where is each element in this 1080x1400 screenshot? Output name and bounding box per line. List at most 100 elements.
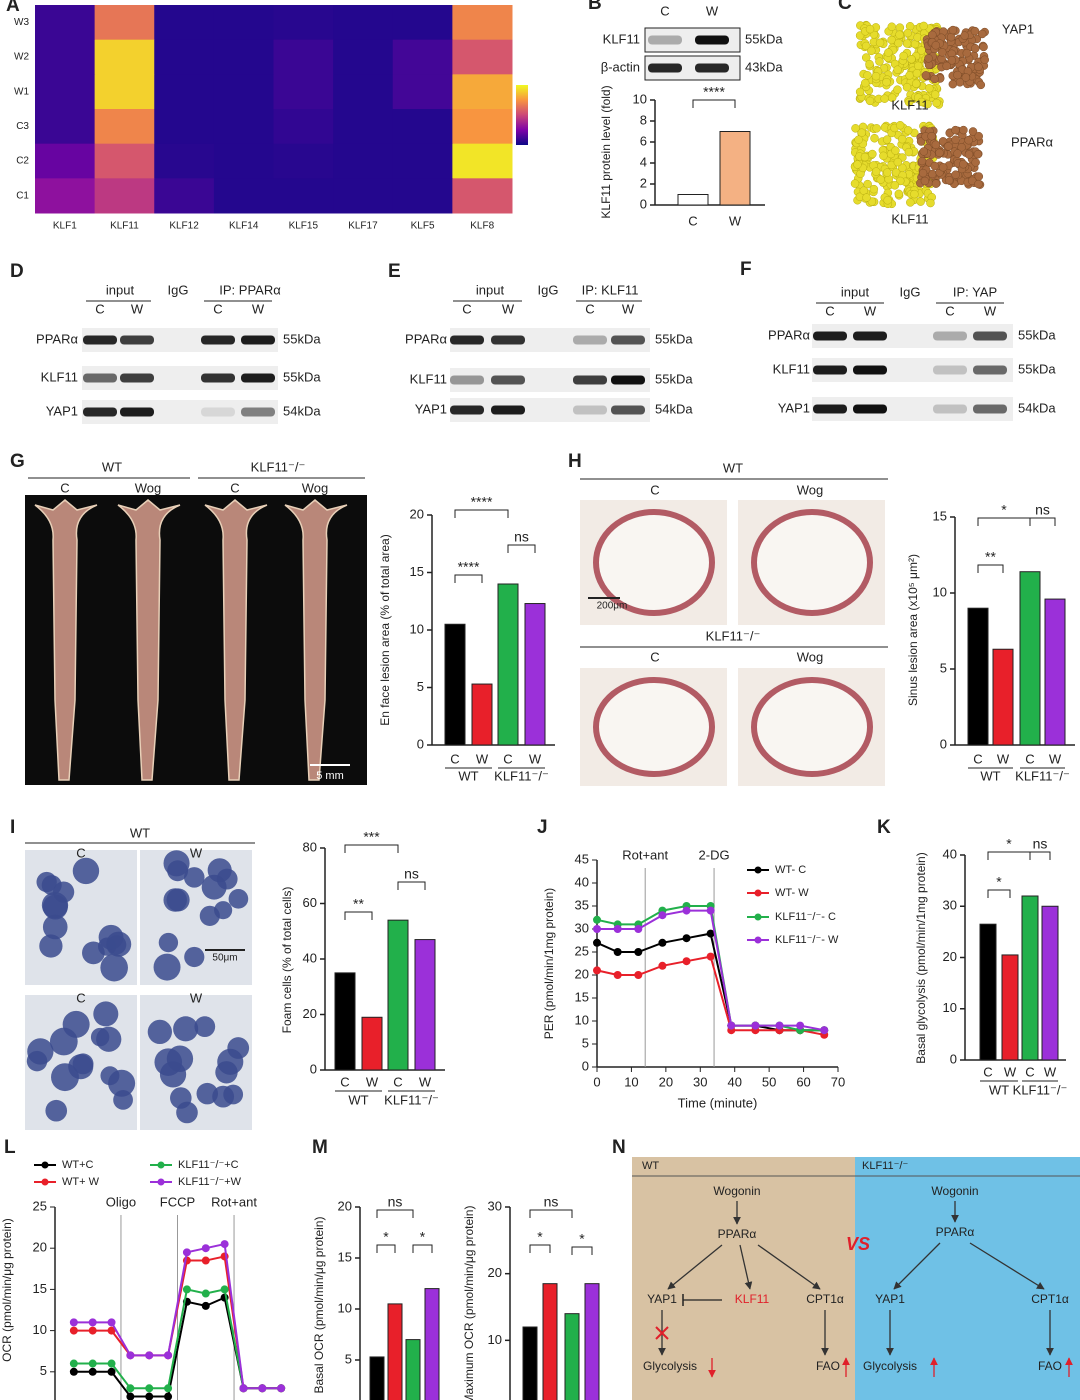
structure-atom <box>911 79 921 88</box>
y-tick-label: 45 <box>575 851 589 866</box>
diagram-node: Wogonin <box>713 1184 760 1198</box>
lane-label: C <box>945 303 954 318</box>
structure-atom <box>895 30 904 40</box>
y-axis-label: Basal OCR (pmol/min/μg protein) <box>312 1217 326 1394</box>
vs-label: VS <box>846 1234 870 1254</box>
series-line <box>597 909 825 1032</box>
heatmap-cell <box>154 109 215 145</box>
aorta <box>34 499 98 781</box>
heatmap-cell <box>35 74 96 110</box>
y-tick-label: 10 <box>410 621 424 636</box>
size-label: 55kDa <box>1018 327 1056 342</box>
y-axis-label: Sinus lesion area (x10⁵ μm²) <box>906 554 920 706</box>
heatmap-cell <box>35 143 96 179</box>
structure-atom <box>938 163 948 172</box>
protein-label: YAP1 <box>46 403 78 418</box>
x-tick-label: C <box>450 751 459 766</box>
legend-marker <box>754 866 762 874</box>
series-marker <box>775 1021 784 1030</box>
structure-atom <box>973 149 983 159</box>
panel-label: A <box>6 0 20 16</box>
cell <box>147 1019 172 1045</box>
blot-band <box>573 335 607 345</box>
image-lane-label: C <box>76 990 85 1005</box>
blot-band <box>83 407 117 417</box>
panel-label: D <box>10 261 24 282</box>
structure-atom <box>960 31 969 40</box>
image-group-label: WT <box>130 825 150 840</box>
size-label: 55kDa <box>745 31 783 46</box>
significance-bracket <box>397 881 426 890</box>
legend-marker <box>754 913 762 921</box>
cell <box>90 1027 110 1047</box>
blot-header: IgG <box>900 284 921 299</box>
structure-atom <box>903 28 913 38</box>
lane-label: C <box>95 301 104 316</box>
image-lane-label: W <box>190 990 203 1005</box>
structure-atom <box>893 157 903 167</box>
lane-label: W <box>502 301 515 316</box>
structure-atom <box>979 42 988 52</box>
significance-label: *** <box>363 829 380 845</box>
diagram-node: FAO <box>1038 1359 1062 1373</box>
series-marker <box>682 906 691 915</box>
series-marker <box>164 1351 173 1360</box>
structure-atom <box>895 23 905 32</box>
significance-bracket <box>376 1244 396 1253</box>
heatmap-cell <box>94 143 155 179</box>
cell <box>52 881 75 903</box>
x-tick-label: C <box>973 751 982 766</box>
y-tick-label: 25 <box>33 1198 47 1213</box>
structure-atom <box>887 22 897 31</box>
image-lane-label: Wog <box>135 480 162 495</box>
row-label: C1 <box>16 190 29 201</box>
group-label: WT <box>980 768 1000 783</box>
blot-band <box>973 365 1007 375</box>
legend-marker <box>754 936 762 944</box>
blot-band <box>83 373 117 383</box>
structure-atom <box>871 71 881 81</box>
row-label: W1 <box>14 86 29 97</box>
series-marker <box>706 929 715 938</box>
heatmap-cell <box>392 178 453 214</box>
heatmap-cell <box>273 39 334 75</box>
heatmap-cell <box>392 143 453 179</box>
image-lane-label: Wog <box>797 649 824 664</box>
legend-marker <box>157 1178 165 1186</box>
bar <box>497 583 519 746</box>
cell <box>173 1016 199 1042</box>
blot-band <box>491 375 525 385</box>
y-axis-label: KLF11 protein level (fold) <box>599 85 613 218</box>
blot-band <box>973 404 1007 414</box>
structure-atom <box>959 125 968 135</box>
series-line <box>596 905 825 1032</box>
structure-atom <box>944 142 953 151</box>
cell <box>176 1101 198 1124</box>
significance-label: * <box>537 1229 543 1245</box>
significance-bracket <box>507 544 536 553</box>
vessel-wall <box>593 509 715 616</box>
structure-atom <box>953 149 962 158</box>
structure-atom <box>899 51 908 61</box>
blot-band <box>695 63 729 73</box>
legend-label: WT- C <box>775 864 806 876</box>
series-marker <box>88 1359 97 1368</box>
series-marker <box>613 948 622 956</box>
structure-atom <box>862 193 871 202</box>
legend-label: KLF11⁻/⁻+W <box>178 1176 242 1188</box>
series-marker <box>164 1384 173 1393</box>
y-tick-label: 0 <box>940 736 947 751</box>
structure-atom <box>872 124 881 133</box>
bar <box>992 648 1014 746</box>
significance-bracket <box>412 1244 433 1253</box>
heatmap-cell <box>333 143 394 179</box>
series-marker <box>69 1326 78 1335</box>
y-tick-label: 30 <box>488 1198 502 1213</box>
series-marker <box>107 1359 116 1368</box>
image-group-label: KLF11⁻/⁻ <box>706 628 761 643</box>
significance-label: ns <box>1033 836 1048 852</box>
blot-band <box>120 335 154 345</box>
x-tick-label: C <box>1025 1064 1034 1079</box>
scale-label: 50μm <box>212 953 237 964</box>
